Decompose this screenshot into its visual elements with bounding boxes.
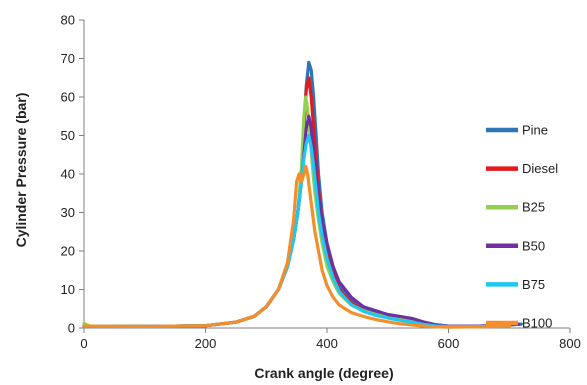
y-tick-label: 10 bbox=[61, 282, 75, 297]
y-tick-label: 60 bbox=[61, 90, 75, 105]
legend-label-b50: B50 bbox=[522, 238, 545, 253]
legend-label-pine: Pine bbox=[522, 123, 548, 138]
plot-area bbox=[82, 60, 524, 329]
legend-label-b75: B75 bbox=[522, 277, 545, 292]
y-tick-label: 20 bbox=[61, 244, 75, 259]
x-tick-label: 800 bbox=[559, 336, 581, 351]
series-line-diesel bbox=[82, 76, 511, 329]
x-tick-label: 600 bbox=[438, 336, 460, 351]
y-tick-label: 80 bbox=[61, 13, 75, 28]
y-tick-label: 50 bbox=[61, 128, 75, 143]
y-tick-label: 70 bbox=[61, 51, 75, 66]
legend: Pine Diesel B25 B50 B75 B100 bbox=[486, 123, 558, 331]
x-axis-title: Crank angle (degree) bbox=[254, 365, 393, 381]
series-line-b100 bbox=[82, 164, 511, 329]
y-tick-label: 0 bbox=[68, 321, 75, 336]
legend-label-b25: B25 bbox=[522, 200, 545, 215]
series-line-b75 bbox=[82, 133, 511, 329]
x-tick-label: 200 bbox=[195, 336, 217, 351]
legend-label-diesel: Diesel bbox=[522, 161, 558, 176]
x-tick-label: 0 bbox=[80, 336, 87, 351]
x-tick-label: 400 bbox=[316, 336, 338, 351]
y-tick-label: 40 bbox=[61, 167, 75, 182]
series-line-pine bbox=[82, 60, 524, 329]
legend-label-b100: B100 bbox=[522, 316, 552, 331]
y-axis-title: Cylinder Pressure (bar) bbox=[13, 93, 29, 248]
y-tick-label: 30 bbox=[61, 205, 75, 220]
